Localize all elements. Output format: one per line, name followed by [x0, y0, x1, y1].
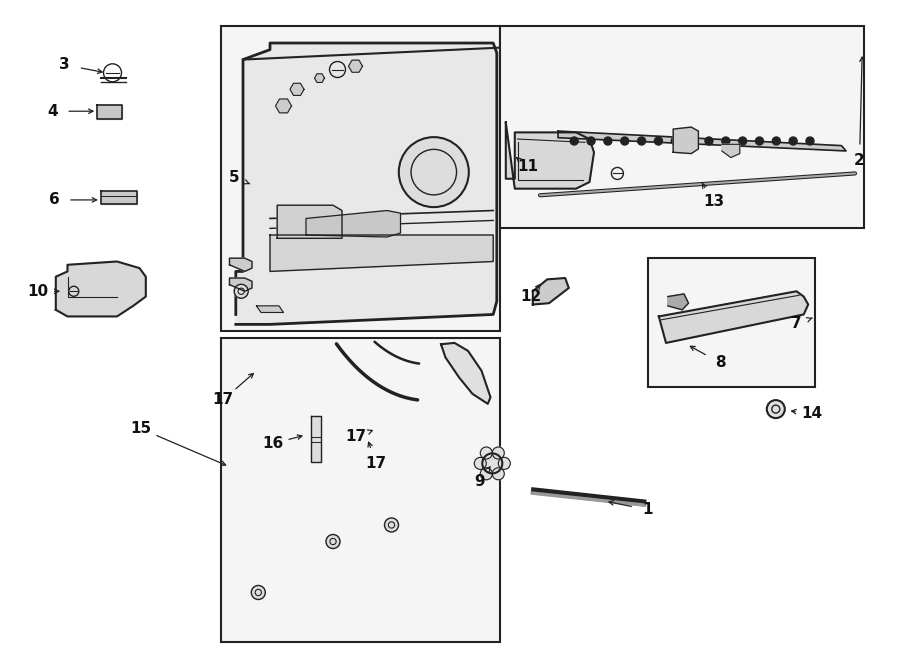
- Text: 6: 6: [49, 193, 59, 207]
- Polygon shape: [56, 261, 146, 316]
- Circle shape: [654, 137, 662, 145]
- Text: 3: 3: [59, 58, 70, 72]
- Bar: [220, 338, 500, 642]
- Text: 17: 17: [345, 430, 366, 444]
- Polygon shape: [230, 278, 252, 291]
- Circle shape: [326, 534, 340, 549]
- Circle shape: [499, 457, 510, 469]
- Circle shape: [688, 137, 696, 145]
- Circle shape: [637, 137, 645, 145]
- Text: 13: 13: [703, 195, 724, 209]
- Polygon shape: [101, 191, 137, 204]
- Text: 17: 17: [365, 456, 387, 471]
- Circle shape: [384, 518, 399, 532]
- Circle shape: [789, 137, 797, 145]
- Text: 15: 15: [130, 422, 152, 436]
- Text: 2: 2: [854, 154, 865, 168]
- Circle shape: [722, 137, 730, 145]
- Text: 12: 12: [520, 289, 542, 304]
- Circle shape: [772, 137, 780, 145]
- Text: 4: 4: [47, 104, 58, 118]
- Circle shape: [482, 453, 502, 473]
- Polygon shape: [558, 131, 846, 151]
- Bar: [500, 26, 864, 228]
- Bar: [220, 26, 500, 331]
- Polygon shape: [290, 83, 304, 95]
- Polygon shape: [673, 127, 698, 154]
- Polygon shape: [256, 306, 284, 312]
- Polygon shape: [668, 294, 688, 310]
- Polygon shape: [310, 416, 321, 462]
- Polygon shape: [270, 235, 493, 271]
- Circle shape: [587, 137, 595, 145]
- Circle shape: [474, 457, 486, 469]
- Text: 14: 14: [801, 406, 823, 421]
- Polygon shape: [230, 258, 252, 271]
- Circle shape: [234, 284, 248, 299]
- Text: 9: 9: [474, 475, 485, 489]
- Circle shape: [621, 137, 629, 145]
- Circle shape: [492, 447, 504, 459]
- Polygon shape: [441, 343, 491, 404]
- Circle shape: [399, 137, 469, 207]
- Polygon shape: [314, 73, 325, 83]
- Polygon shape: [275, 99, 292, 113]
- Circle shape: [251, 585, 266, 600]
- Polygon shape: [277, 205, 342, 238]
- Circle shape: [755, 137, 763, 145]
- Text: 10: 10: [27, 284, 49, 299]
- Polygon shape: [506, 122, 594, 189]
- Polygon shape: [348, 60, 363, 72]
- Polygon shape: [659, 291, 808, 343]
- Polygon shape: [306, 211, 400, 237]
- Circle shape: [492, 468, 504, 480]
- Circle shape: [481, 447, 492, 459]
- Text: 1: 1: [643, 502, 653, 517]
- Circle shape: [604, 137, 612, 145]
- Text: 7: 7: [791, 316, 802, 331]
- Text: 16: 16: [262, 436, 284, 451]
- Circle shape: [481, 468, 492, 480]
- Circle shape: [739, 137, 747, 145]
- Circle shape: [571, 137, 578, 145]
- Circle shape: [767, 400, 785, 418]
- Circle shape: [806, 137, 814, 145]
- Polygon shape: [722, 144, 740, 158]
- Polygon shape: [533, 278, 569, 305]
- Text: 17: 17: [212, 393, 234, 407]
- Polygon shape: [236, 43, 497, 324]
- Text: 11: 11: [517, 160, 538, 174]
- Circle shape: [671, 137, 680, 145]
- Circle shape: [705, 137, 713, 145]
- Polygon shape: [97, 105, 122, 119]
- Bar: [648, 258, 814, 387]
- Text: 5: 5: [229, 170, 239, 185]
- Text: 8: 8: [715, 355, 725, 370]
